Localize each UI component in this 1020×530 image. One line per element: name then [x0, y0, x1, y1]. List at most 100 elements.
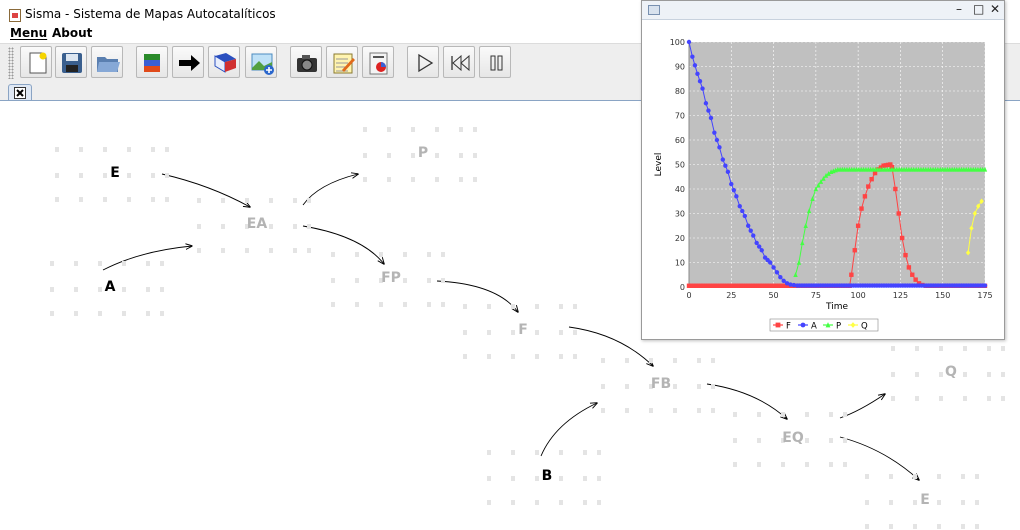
node-e1[interactable]: E [55, 143, 175, 203]
y-tick-label: 0 [680, 283, 685, 292]
play-button[interactable] [407, 46, 439, 78]
data-point [786, 283, 791, 288]
data-point [778, 283, 784, 288]
node-ea[interactable]: EA [197, 194, 317, 254]
book-button[interactable] [208, 46, 240, 78]
data-point [746, 223, 751, 228]
toolbar-grip[interactable] [8, 47, 14, 79]
menu-menu-label: Menu [10, 26, 48, 40]
data-point [767, 283, 772, 288]
menu-menu[interactable]: Menu [10, 26, 47, 40]
data-point [788, 282, 793, 287]
arrow-right-icon [179, 55, 200, 71]
data-point [729, 283, 734, 288]
data-point [720, 157, 726, 162]
camera-button[interactable] [290, 46, 322, 78]
data-point [965, 250, 971, 256]
data-point [722, 283, 727, 288]
menu-about[interactable]: About [52, 26, 93, 40]
x-tick-label: 175 [977, 291, 992, 300]
add-image-button[interactable] [245, 46, 277, 78]
data-point [686, 39, 692, 45]
x-tick-label: 50 [768, 291, 778, 300]
edge-ea-fp [302, 225, 384, 264]
save-button[interactable] [55, 46, 87, 78]
data-point [736, 283, 741, 288]
data-point [748, 283, 753, 288]
arrow-right-button[interactable] [172, 46, 204, 78]
data-point [771, 283, 777, 288]
data-point [755, 283, 760, 288]
node-b[interactable]: B [487, 446, 607, 506]
y-tick-label: 20 [675, 234, 685, 243]
node-f[interactable]: F [463, 300, 583, 360]
node-fp[interactable]: FP [331, 248, 451, 308]
data-point [731, 188, 737, 193]
node-label: F [518, 322, 528, 338]
maximize-button[interactable]: □ [973, 2, 985, 16]
node-fb[interactable]: FB [601, 354, 721, 414]
node-grip-dots [463, 304, 577, 359]
node-label: E [110, 165, 120, 181]
data-point [695, 71, 700, 77]
data-point [816, 182, 821, 188]
data-point [784, 281, 790, 286]
pause-button[interactable] [479, 46, 511, 78]
open-folder-button[interactable] [91, 46, 123, 78]
data-point [774, 270, 780, 275]
minimize-button[interactable]: – [956, 2, 962, 16]
node-label: A [104, 279, 116, 295]
close-icon[interactable] [14, 87, 26, 99]
y-tick-label: 50 [675, 161, 685, 170]
node-grip-dots [891, 346, 1005, 401]
data-point [762, 283, 767, 288]
map-tab[interactable] [8, 84, 32, 100]
chart-report-icon [369, 52, 388, 75]
x-tick-label: 75 [811, 291, 821, 300]
chart-window-titlebar[interactable]: – □ ✕ [642, 1, 1004, 20]
java-app-icon [9, 9, 21, 22]
data-point [781, 278, 786, 284]
data-point [731, 283, 737, 288]
layers-button[interactable] [136, 46, 168, 78]
data-point [813, 186, 819, 192]
node-grip-dots [331, 252, 445, 307]
data-point [906, 265, 912, 270]
x-tick-label: 100 [851, 291, 866, 300]
book-icon [214, 53, 236, 73]
node-p[interactable]: P [363, 123, 483, 183]
data-point [776, 283, 781, 288]
data-point [796, 259, 802, 265]
chart-report-button[interactable] [362, 46, 394, 78]
data-point [774, 283, 779, 288]
data-point [698, 283, 704, 288]
notepad-button[interactable] [326, 46, 358, 78]
data-point [690, 54, 695, 59]
data-point [810, 196, 815, 201]
data-point [899, 235, 905, 241]
save-icon [62, 53, 82, 73]
node-label: FB [650, 376, 672, 392]
data-point [719, 283, 725, 288]
node-eq[interactable]: EQ [733, 408, 853, 468]
edge-b-fb [540, 403, 597, 457]
edge-e1-ea [161, 173, 250, 207]
node-label: P [417, 145, 429, 161]
series-a [686, 39, 988, 288]
node-grip-dots [363, 127, 477, 182]
data-point [757, 283, 763, 288]
add-image-icon [251, 53, 274, 75]
data-point [742, 213, 748, 219]
close-button[interactable]: ✕ [990, 2, 1001, 16]
new-button[interactable] [20, 46, 52, 78]
node-a[interactable]: A [50, 257, 170, 317]
data-point [706, 108, 711, 113]
node-q[interactable]: Q [891, 342, 1011, 402]
data-point [725, 169, 731, 175]
data-point [764, 283, 770, 288]
rewind-button[interactable] [443, 46, 475, 78]
node-e2[interactable]: E [865, 470, 985, 530]
data-point [729, 181, 734, 187]
data-point [852, 248, 857, 253]
data-point [760, 283, 765, 288]
